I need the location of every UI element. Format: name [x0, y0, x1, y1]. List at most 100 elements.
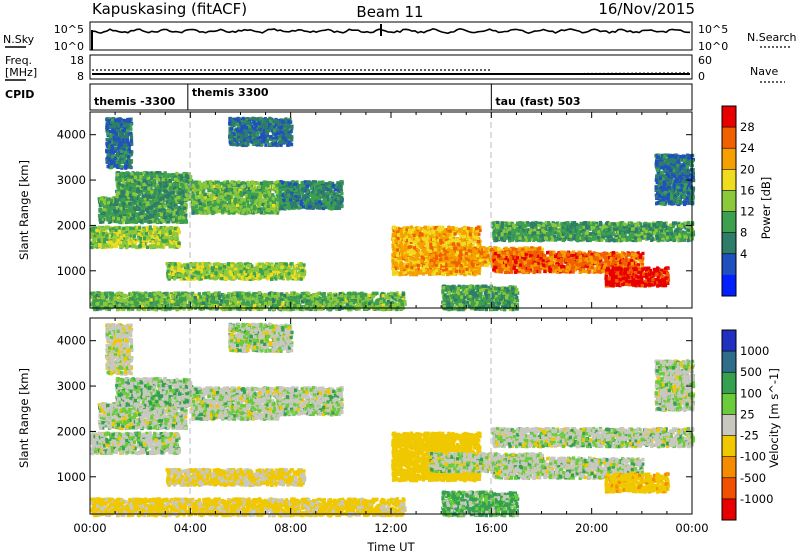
- power-echo-cell: [106, 212, 109, 215]
- power-echo-cell: [137, 232, 140, 235]
- power-echo-cell: [161, 219, 164, 222]
- power-echo-cell: [169, 214, 172, 217]
- power-echo-cell: [148, 174, 151, 177]
- power-echo-cell: [240, 134, 243, 137]
- power-echo-cell: [140, 211, 143, 214]
- power-echo-cell: [122, 190, 125, 193]
- power-echo-cell: [282, 140, 285, 143]
- power-echo-cell: [180, 183, 183, 186]
- power-echo-cell: [242, 117, 245, 120]
- power-echo-cell: [115, 164, 118, 167]
- power-echo-cell: [220, 201, 223, 204]
- power-echo-cell: [146, 171, 149, 174]
- power-echo-cell: [160, 244, 163, 247]
- power-echo-cell: [223, 208, 226, 211]
- power-echo-cell: [214, 202, 217, 205]
- power-echo-cell: [265, 122, 268, 125]
- cpid-segment-label: themis 3300: [192, 86, 269, 99]
- power-echo-cell: [138, 193, 141, 196]
- power-echo-cell: [147, 191, 150, 194]
- power-echo-cell: [258, 186, 261, 189]
- nave-label: Nave: [750, 65, 778, 78]
- power-echo-cell: [135, 220, 138, 223]
- power-echo-cell: [269, 202, 272, 205]
- power-echo-cell: [130, 184, 133, 187]
- power-echo-cell: [141, 215, 144, 218]
- power-echo-cell: [146, 211, 149, 214]
- power-echo-cell: [128, 143, 131, 146]
- power-echo-cell: [253, 136, 256, 139]
- freq-tick-low: 8: [77, 70, 84, 83]
- power-echo-cell: [237, 133, 240, 136]
- power-echo-cell: [126, 123, 129, 126]
- power-echo-cell: [136, 187, 139, 190]
- power-echo-cell: [198, 181, 201, 184]
- power-echo-cell: [172, 218, 175, 221]
- power-echo-cell: [128, 220, 131, 223]
- power-echo-cell: [243, 202, 246, 205]
- power-echo-cell: [153, 175, 156, 178]
- power-echo-cell: [139, 197, 142, 200]
- power-echo-cell: [242, 181, 245, 184]
- power-echo-cell: [131, 204, 134, 207]
- power-echo-cell: [130, 196, 133, 199]
- power-echo-cell: [151, 235, 154, 238]
- power-echo-cell: [257, 210, 260, 213]
- power-echo-cell: [128, 160, 131, 163]
- power-echo-cell: [139, 202, 142, 205]
- power-echo-cell: [120, 245, 123, 248]
- power-echo-cell: [125, 133, 128, 136]
- power-echo-cell: [181, 190, 184, 193]
- power-echo-cell: [135, 246, 138, 249]
- power-echo-cell: [221, 182, 224, 185]
- power-echo-cell: [237, 184, 240, 187]
- power-echo-cell: [245, 126, 248, 129]
- power-echo-cell: [153, 226, 156, 229]
- power-echo-cell: [239, 143, 242, 146]
- power-echo-cell: [106, 127, 109, 130]
- power-echo-cell: [115, 242, 118, 245]
- power-echo-cell: [128, 208, 131, 211]
- power-echo-cell: [264, 204, 267, 207]
- power-echo-cell: [157, 242, 160, 245]
- power-echo-cell: [195, 211, 198, 214]
- power-echo-cell: [199, 211, 202, 214]
- power-echo-cell: [192, 184, 195, 187]
- power-echo-cell: [112, 216, 115, 219]
- power-echo-cell: [216, 185, 219, 188]
- power-echo-cell: [124, 151, 127, 154]
- power-echo-cell: [125, 205, 128, 208]
- power-echo-cell: [259, 125, 262, 128]
- power-echo-cell: [119, 207, 122, 210]
- power-echo-cell: [154, 219, 157, 222]
- power-echo-cell: [230, 181, 233, 184]
- power-echo-cell: [105, 234, 108, 237]
- power-echo-cell: [241, 122, 244, 125]
- power-echo-cell: [107, 241, 110, 244]
- power-echo-cell: [130, 139, 133, 142]
- power-echo-cell: [234, 143, 237, 146]
- power-echo-cell: [172, 233, 175, 236]
- power-echo-cell: [149, 220, 152, 223]
- power-echo-cell: [166, 175, 169, 178]
- power-echo-cell: [187, 176, 190, 179]
- power-echo-cell: [116, 173, 119, 176]
- power-echo-cell: [118, 231, 121, 234]
- freq-tick-high: 18: [70, 54, 84, 67]
- power-echo-cell: [151, 240, 154, 243]
- power-echo-cell: [125, 242, 128, 245]
- power-echo-cell: [253, 207, 256, 210]
- power-echo-cell: [248, 183, 251, 186]
- power-echo-cell: [143, 237, 146, 240]
- station-title: Kapuskasing (fitACF): [92, 0, 247, 18]
- power-echo-cell: [139, 220, 142, 223]
- power-echo-cell: [228, 121, 231, 124]
- power-echo-cell: [102, 208, 105, 211]
- power-echo-cell: [133, 234, 136, 237]
- power-echo-cell: [252, 133, 255, 136]
- power-echo-cell: [170, 226, 173, 229]
- power-echo-cell: [184, 213, 187, 216]
- power-echo-cell: [128, 120, 131, 123]
- power-echo-cell: [243, 208, 246, 211]
- power-echo-cell: [261, 207, 264, 210]
